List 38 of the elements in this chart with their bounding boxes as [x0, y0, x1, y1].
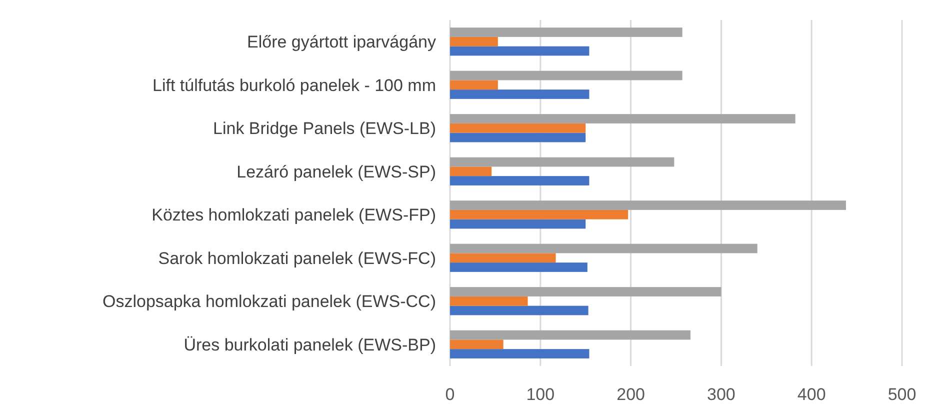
y-tick-label: Sarok homlokzati panelek (EWS-FC)	[158, 248, 436, 268]
x-tick-label: 500	[888, 385, 916, 404]
bar	[450, 306, 588, 316]
y-tick-label: Lezáró panelek (EWS-SP)	[236, 162, 436, 182]
y-tick-label: Oszlopsapka homlokzati panelek (EWS-CC)	[102, 292, 436, 312]
bar	[450, 28, 682, 37]
bar	[450, 166, 492, 176]
bar	[450, 253, 556, 263]
bar	[450, 114, 796, 124]
bar	[450, 219, 586, 229]
x-tick-label: 300	[707, 385, 736, 404]
x-tick-label: 200	[616, 385, 645, 404]
bar	[450, 132, 586, 142]
y-tick-label: Előre gyártott iparvágány	[247, 32, 436, 52]
bar	[450, 200, 846, 210]
bar	[450, 330, 690, 340]
y-tick-label: Link Bridge Panels (EWS-LB)	[213, 119, 436, 138]
y-tick-label: Köztes homlokzati panelek (EWS-FP)	[152, 206, 436, 225]
bar	[450, 70, 682, 80]
bar	[450, 176, 590, 186]
x-tick-label: 400	[797, 385, 826, 404]
y-tick-label: Lift túlfutás burkoló panelek - 100 mm	[152, 76, 436, 95]
x-tick-label: 100	[526, 385, 555, 404]
bar	[450, 90, 590, 99]
y-tick-label: Üres burkolati panelek (EWS-BP)	[184, 335, 436, 354]
bar	[450, 157, 674, 167]
bar	[450, 46, 590, 56]
bar	[450, 244, 758, 254]
bar	[450, 287, 722, 296]
bar	[450, 296, 528, 306]
bar	[450, 80, 498, 90]
bar	[450, 340, 504, 350]
bar	[450, 262, 588, 272]
bar	[450, 349, 590, 358]
bar	[450, 123, 586, 133]
bar	[450, 210, 628, 220]
bar	[450, 36, 498, 46]
x-tick-label: 0	[445, 385, 455, 404]
